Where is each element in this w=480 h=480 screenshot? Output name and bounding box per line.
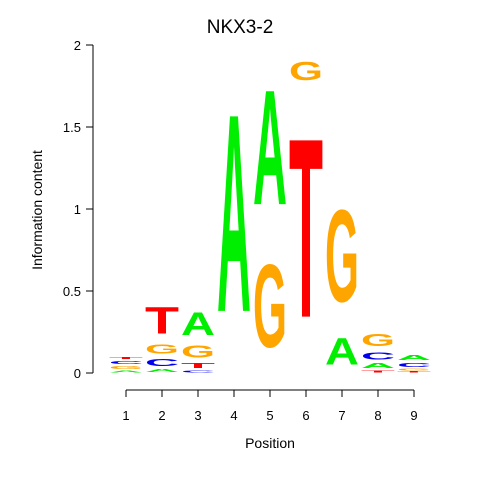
logo-letter-A: A — [181, 305, 215, 342]
x-axis-label: Position — [245, 435, 295, 451]
x-tick-label: 8 — [374, 408, 381, 423]
chart-title: NKX3-2 — [207, 17, 274, 38]
y-tick-label: 1 — [74, 202, 81, 217]
y-tick-label: 2 — [74, 38, 81, 53]
logo-letter-G: G — [181, 342, 215, 362]
x-tick-label: 6 — [302, 408, 309, 423]
x-tick-label: 4 — [230, 408, 237, 423]
x-tick-label: 3 — [194, 408, 201, 423]
x-tick-label: 7 — [338, 408, 345, 423]
x-tick-label: 1 — [122, 408, 129, 423]
logo-letter-G: G — [109, 365, 143, 370]
logo-letter-C: C — [145, 357, 179, 368]
logo-letter-G: G — [325, 182, 359, 330]
logo-letter-G: G — [397, 368, 431, 371]
y-tick-label: 1.5 — [63, 120, 81, 135]
x-axis: 1 2 3 4 5 6 7 8 9 — [122, 389, 418, 423]
y-axis-label: Information content — [29, 150, 45, 270]
logo-letter-A: A — [145, 368, 179, 373]
logo-letter-A: A — [253, 56, 287, 240]
logo-letter-G: G — [289, 56, 323, 86]
logo-letter-C: C — [181, 370, 215, 373]
logo-letter-T: T — [289, 86, 323, 372]
x-tick-label: 9 — [410, 408, 417, 423]
y-tick-label: 0 — [74, 366, 81, 381]
y-axis: 0 0.5 1 1.5 2 — [63, 38, 94, 381]
logo-letter-C: C — [109, 360, 143, 365]
logo-letter-C: C — [397, 362, 431, 368]
logo-letter-A: A — [361, 362, 395, 370]
logo-letter-A: A — [109, 370, 143, 373]
logo-letter-T: T — [361, 370, 395, 373]
logo-letter-T: T — [397, 371, 431, 373]
logo-letter-T: T — [109, 357, 143, 360]
logo-letter-C: C — [361, 350, 395, 361]
logo-letter-G: G — [145, 342, 179, 357]
logo-letter-G: G — [253, 239, 287, 372]
x-tick-label: 5 — [266, 408, 273, 423]
logo-letter-T: T — [145, 300, 179, 342]
y-tick-label: 0.5 — [63, 284, 81, 299]
logo-letter-A: A — [325, 331, 359, 374]
logo-letter-G: G — [361, 331, 395, 351]
x-tick-label: 2 — [158, 408, 165, 423]
logo-letter-A: A — [217, 56, 251, 371]
logo-letter-T: T — [181, 362, 215, 370]
logo-letter-A: A — [397, 354, 431, 362]
